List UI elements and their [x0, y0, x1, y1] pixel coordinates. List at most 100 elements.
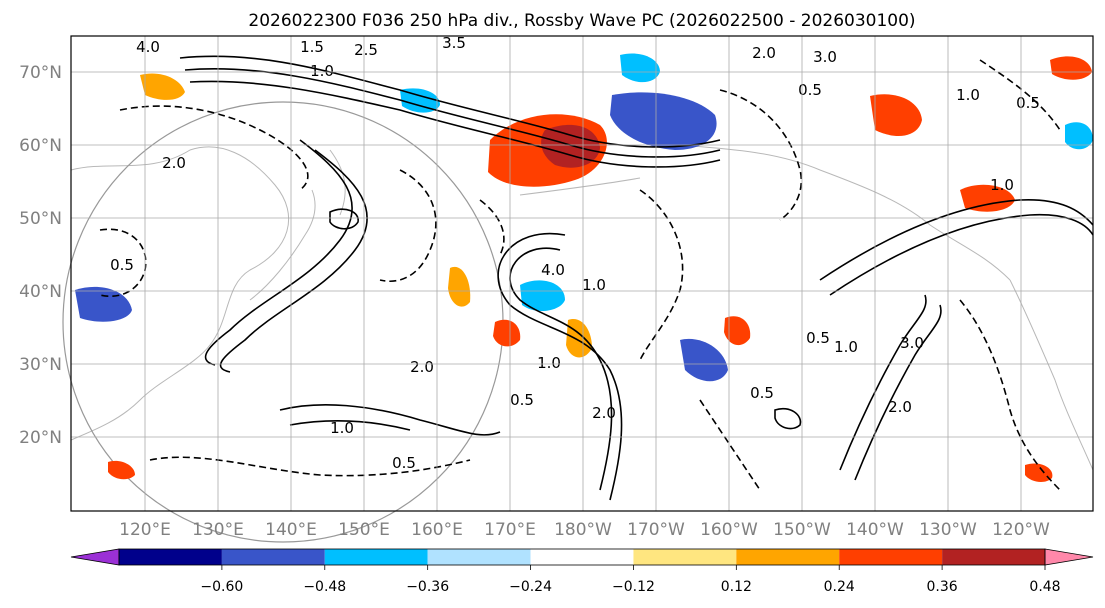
map-area: 4.0 1.5 3.0 1.0 0.5 2.0 2.5 3.5 1.0 0.5 …	[62, 34, 1094, 543]
dashed-contour-2	[379, 169, 437, 282]
div-positive-blob-3	[1050, 56, 1092, 80]
contour-label: 1.0	[537, 354, 561, 372]
aleutian-chain	[519, 177, 641, 196]
colorbar-extension-low	[70, 548, 120, 566]
longitude-axis: 120°E 130°E 140°E 150°E 160°E 170°E 180°W 170°W…	[119, 520, 1050, 540]
div-negative-blob	[610, 92, 717, 150]
map-title: 2026022300 F036 250 hPa div., Rossby Wav…	[248, 11, 915, 31]
contour-label: 0.5	[110, 256, 134, 274]
colorbar-segment	[427, 549, 531, 565]
colorbar-tick-label: −0.24	[509, 579, 552, 595]
contour-label: 0.5	[510, 391, 534, 409]
contour-label: 1.0	[582, 276, 606, 294]
div-positive-blob-8	[140, 73, 185, 100]
kamchatka-coastline	[329, 149, 346, 216]
div-light-negative-blob	[620, 53, 660, 83]
colorbar-tick-label: 0.48	[1029, 579, 1060, 595]
div-positive-blob-7	[448, 266, 471, 307]
lat-label: 30°N	[19, 355, 62, 375]
map-frame	[70, 35, 1094, 512]
trough-contour-1	[204, 139, 353, 366]
lon-label: 180°W	[554, 520, 612, 540]
se-trough-contour-1	[839, 294, 927, 471]
dashed-contour-4	[719, 89, 802, 221]
contour-label: 3.5	[442, 34, 466, 52]
map-background	[71, 36, 1093, 511]
contour-label: 0.5	[806, 329, 830, 347]
trough-contour-2	[219, 149, 368, 373]
asia-coastline	[70, 146, 290, 441]
colorbar-frame	[118, 548, 1046, 566]
closed-contour-1	[329, 208, 359, 230]
contour-label: 1.0	[834, 338, 858, 356]
lon-label: 160°W	[700, 520, 758, 540]
lon-label: 150°W	[773, 520, 831, 540]
ne-jet-contour-2	[829, 213, 1094, 296]
contour-label: 2.0	[410, 358, 434, 376]
japan-coastline	[249, 189, 316, 301]
lon-label: 120°E	[119, 520, 171, 540]
colorbar-segment	[119, 549, 222, 565]
div-negative-blob-5	[680, 338, 728, 382]
dashed-contour-9	[959, 299, 1061, 491]
colorbar-tick-label: 0.12	[721, 579, 752, 595]
alaska-coastline	[639, 139, 1011, 281]
lon-label: 130°E	[192, 520, 244, 540]
contour-label: 4.0	[136, 38, 160, 56]
colorbar-tick-label: −0.12	[612, 579, 655, 595]
div-negative-blob-3	[400, 88, 440, 113]
lat-label: 60°N	[19, 136, 62, 156]
div-positive-blob-11	[108, 460, 135, 480]
contour-label: 1.0	[310, 62, 334, 80]
colorbar-segment	[221, 549, 325, 565]
dashed-contour-6	[149, 456, 471, 477]
colorbar-segment	[839, 549, 943, 565]
div-positive-blob-2	[870, 94, 922, 136]
lon-label: 170°E	[484, 520, 536, 540]
ridge-contour-2	[497, 232, 623, 501]
colorbar-extension-high	[1044, 548, 1094, 566]
subtropical-contour-1	[279, 404, 501, 436]
latitude-axis: 70°N 60°N 50°N 40°N 30°N 20°N	[19, 63, 62, 448]
ridge-contour-1	[509, 247, 613, 491]
gridlines	[71, 36, 1093, 511]
div-negative-blob-4	[520, 280, 565, 312]
dashed-contour-1	[119, 105, 309, 191]
contour-label: 0.5	[750, 384, 774, 402]
div-strong-positive-blob	[541, 124, 600, 168]
jet-contour-2	[184, 68, 721, 158]
div-positive-blob-6	[724, 316, 751, 346]
ne-jet-contour-1	[819, 199, 1094, 281]
colorbar-segment	[633, 549, 737, 565]
lon-label: 150°E	[338, 520, 390, 540]
lon-label: 130°W	[919, 520, 977, 540]
dashed-contour-5	[979, 59, 1061, 131]
dashed-contour-3	[639, 189, 684, 361]
contour-label: 0.5	[798, 81, 822, 99]
div-positive-blob-9	[960, 184, 1015, 212]
contour-label: 3.0	[813, 48, 837, 66]
colorbar-segment	[324, 549, 428, 565]
colorbar-tick-label: 0.36	[927, 579, 958, 595]
contour-label: 2.0	[592, 404, 616, 422]
lon-label: 160°E	[411, 520, 463, 540]
lon-label: 170°W	[627, 520, 685, 540]
colorbar-segment	[736, 549, 840, 565]
colorbar: −0.60 −0.48 −0.36 −0.24 −0.12 0.12 0.24 0.36 0.4…	[70, 548, 1094, 595]
contour-label: 3.0	[900, 334, 924, 352]
lon-label: 140°W	[846, 520, 904, 540]
colorbar-tick-label: −0.48	[303, 579, 346, 595]
contour-label: 2.5	[354, 41, 378, 59]
contour-label: 0.5	[392, 454, 416, 472]
north-america-coastline	[1009, 279, 1094, 471]
colorbar-tick-label: −0.36	[406, 579, 449, 595]
lat-label: 50°N	[19, 209, 62, 229]
divergence-shading	[75, 53, 1093, 482]
contour-label: 1.0	[330, 419, 354, 437]
contour-label: 2.0	[162, 154, 186, 172]
colorbar-segment	[942, 549, 1045, 565]
div-negative-blob-6	[1065, 122, 1093, 150]
div-positive-blob-4	[493, 319, 521, 347]
